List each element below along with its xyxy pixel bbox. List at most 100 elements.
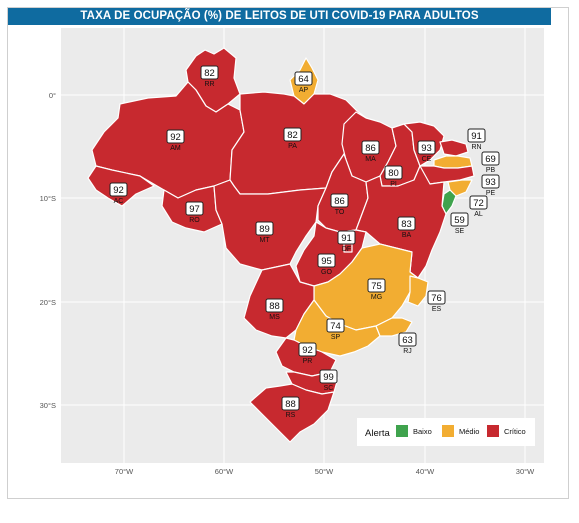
uf-text: SE bbox=[455, 228, 465, 235]
label-sp: 74 SP bbox=[326, 318, 345, 341]
uf-text: RJ bbox=[403, 348, 412, 355]
value-box bbox=[384, 165, 403, 180]
uf-text: GO bbox=[321, 269, 332, 276]
value-box bbox=[317, 253, 336, 268]
label-ms: 88 MS bbox=[265, 298, 284, 321]
value-text: 92 bbox=[113, 185, 124, 196]
value-text: 82 bbox=[204, 68, 215, 79]
uf-text: RO bbox=[189, 217, 200, 224]
y-tick-label: 30°S bbox=[40, 401, 56, 410]
value-box bbox=[200, 65, 219, 80]
value-text: 72 bbox=[473, 198, 484, 209]
uf-text: AM bbox=[170, 145, 181, 152]
label-pb: 69 PB bbox=[481, 151, 500, 174]
value-text: 93 bbox=[421, 143, 432, 154]
value-box bbox=[294, 71, 313, 86]
uf-text: MA bbox=[365, 156, 376, 163]
value-box bbox=[481, 151, 500, 166]
value-box bbox=[255, 221, 274, 236]
legend-swatch-medio bbox=[442, 425, 454, 437]
value-box bbox=[298, 342, 317, 357]
y-tick-label: 20°S bbox=[40, 298, 56, 307]
y-tick-label: 0° bbox=[49, 91, 56, 100]
value-box bbox=[417, 140, 436, 155]
value-text: 89 bbox=[259, 224, 270, 235]
value-box bbox=[481, 174, 500, 189]
uf-text: AL bbox=[474, 211, 483, 218]
legend: Alerta Baixo Médio Crítico bbox=[357, 418, 535, 446]
value-text: 82 bbox=[287, 130, 298, 141]
label-ce: 93 CE bbox=[417, 140, 436, 163]
uf-text: PB bbox=[486, 167, 496, 174]
legend-label-critico: Crítico bbox=[504, 427, 526, 436]
map-title: TAXA DE OCUPAÇÃO (%) DE LEITOS DE UTI CO… bbox=[80, 10, 479, 22]
value-box bbox=[467, 128, 486, 143]
state-rn[interactable] bbox=[439, 139, 469, 157]
value-text: 86 bbox=[334, 196, 345, 207]
value-box bbox=[367, 278, 386, 293]
legend-title: Alerta bbox=[365, 428, 391, 439]
label-pe: 93 PE bbox=[481, 174, 500, 197]
value-text: 59 bbox=[454, 215, 465, 226]
state-es[interactable] bbox=[407, 275, 429, 307]
state-rj[interactable] bbox=[375, 317, 413, 337]
uf-text: CE bbox=[422, 156, 432, 163]
legend-swatch-baixo bbox=[396, 425, 408, 437]
label-mt: 89 MT bbox=[255, 221, 274, 244]
uf-text: AP bbox=[299, 87, 309, 94]
value-text: 74 bbox=[330, 321, 341, 332]
label-rr: 82 RR bbox=[200, 65, 219, 88]
uf-text: SC bbox=[324, 385, 334, 392]
value-box bbox=[166, 129, 185, 144]
label-pa: 82 PA bbox=[283, 127, 302, 150]
label-pi: 80 PI bbox=[384, 165, 403, 188]
title-bar: TAXA DE OCUPAÇÃO (%) DE LEITOS DE UTI CO… bbox=[8, 8, 551, 25]
x-tick-label: 60°W bbox=[215, 467, 234, 476]
value-box bbox=[337, 230, 356, 245]
label-ro: 97 RO bbox=[185, 201, 204, 224]
value-text: 75 bbox=[371, 281, 382, 292]
axis-ticks: 0° 10°S 20°S 30°S 70°W 60°W 50°W 40°W 30… bbox=[40, 91, 535, 476]
value-box bbox=[109, 182, 128, 197]
label-df: 91 DF bbox=[337, 230, 356, 253]
value-text: 93 bbox=[485, 177, 496, 188]
value-box bbox=[398, 332, 417, 347]
legend-label-baixo: Baixo bbox=[413, 427, 432, 436]
state-pb[interactable] bbox=[433, 155, 473, 169]
label-rn: 91 RN bbox=[467, 128, 486, 151]
uf-text: AC bbox=[114, 198, 124, 205]
label-ap: 64 AP bbox=[294, 71, 313, 94]
value-box bbox=[281, 396, 300, 411]
label-ba: 83 BA bbox=[397, 216, 416, 239]
value-box bbox=[185, 201, 204, 216]
value-text: 92 bbox=[302, 345, 313, 356]
value-box bbox=[469, 195, 488, 210]
label-sc: 99 SC bbox=[319, 369, 338, 392]
legend-swatch-critico bbox=[487, 425, 499, 437]
value-box bbox=[427, 290, 446, 305]
value-box bbox=[450, 212, 469, 227]
value-text: 63 bbox=[402, 335, 413, 346]
value-box bbox=[361, 140, 380, 155]
value-text: 92 bbox=[170, 132, 181, 143]
uf-text: ES bbox=[432, 306, 442, 313]
uf-text: PR bbox=[303, 358, 313, 365]
value-box bbox=[326, 318, 345, 333]
value-box bbox=[397, 216, 416, 231]
value-text: 86 bbox=[365, 143, 376, 154]
value-text: 64 bbox=[298, 74, 309, 85]
state-rs[interactable] bbox=[249, 383, 335, 443]
value-text: 97 bbox=[189, 204, 200, 215]
uf-text: MT bbox=[259, 237, 270, 244]
x-tick-label: 40°W bbox=[416, 467, 435, 476]
value-text: 91 bbox=[471, 131, 482, 142]
value-box bbox=[265, 298, 284, 313]
x-tick-label: 70°W bbox=[115, 467, 134, 476]
value-text: 99 bbox=[323, 372, 334, 383]
uf-text: PA bbox=[288, 143, 297, 150]
states-layer bbox=[87, 47, 475, 443]
x-tick-label: 30°W bbox=[516, 467, 535, 476]
label-rj: 63 RJ bbox=[398, 332, 417, 355]
